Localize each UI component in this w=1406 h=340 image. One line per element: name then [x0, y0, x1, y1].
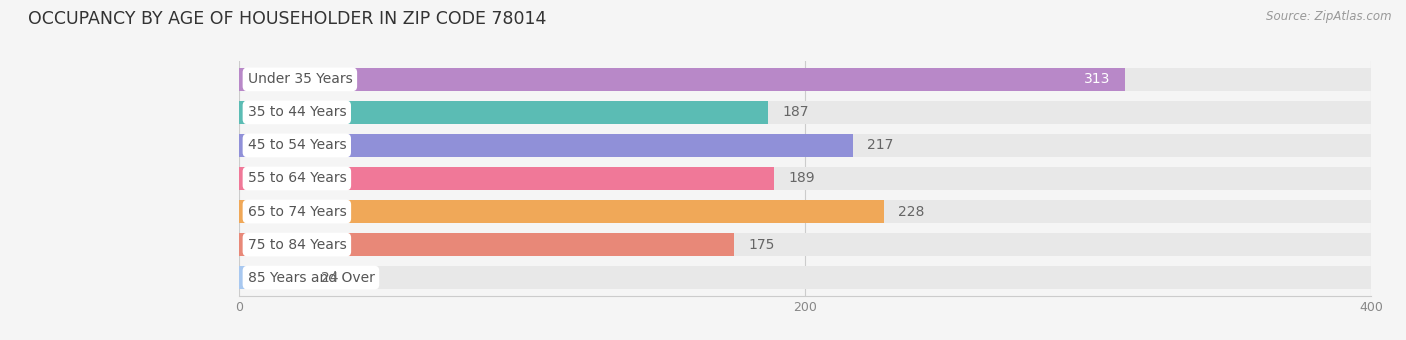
Text: 85 Years and Over: 85 Years and Over: [247, 271, 374, 285]
Bar: [239, 233, 1371, 256]
Bar: [239, 68, 1371, 91]
Bar: [239, 101, 1371, 124]
Text: 187: 187: [782, 105, 808, 119]
Text: 175: 175: [748, 238, 775, 252]
Text: OCCUPANCY BY AGE OF HOUSEHOLDER IN ZIP CODE 78014: OCCUPANCY BY AGE OF HOUSEHOLDER IN ZIP C…: [28, 10, 547, 28]
Text: 55 to 64 Years: 55 to 64 Years: [247, 171, 346, 186]
Bar: [239, 266, 1371, 289]
Text: 189: 189: [787, 171, 814, 186]
Bar: [239, 200, 1371, 223]
Bar: [239, 200, 884, 223]
Text: 217: 217: [868, 138, 894, 152]
Bar: [239, 101, 768, 124]
Text: 313: 313: [1084, 72, 1111, 86]
Bar: [239, 266, 307, 289]
Text: 65 to 74 Years: 65 to 74 Years: [247, 205, 346, 219]
Text: 35 to 44 Years: 35 to 44 Years: [247, 105, 346, 119]
Text: 75 to 84 Years: 75 to 84 Years: [247, 238, 346, 252]
Text: 228: 228: [898, 205, 925, 219]
Bar: [239, 134, 1371, 157]
Bar: [239, 233, 734, 256]
Bar: [239, 134, 853, 157]
Text: Source: ZipAtlas.com: Source: ZipAtlas.com: [1267, 10, 1392, 23]
Text: Under 35 Years: Under 35 Years: [247, 72, 353, 86]
Bar: [239, 167, 773, 190]
Text: 45 to 54 Years: 45 to 54 Years: [247, 138, 346, 152]
Text: 24: 24: [321, 271, 339, 285]
Bar: [239, 68, 1125, 91]
Bar: [239, 167, 1371, 190]
